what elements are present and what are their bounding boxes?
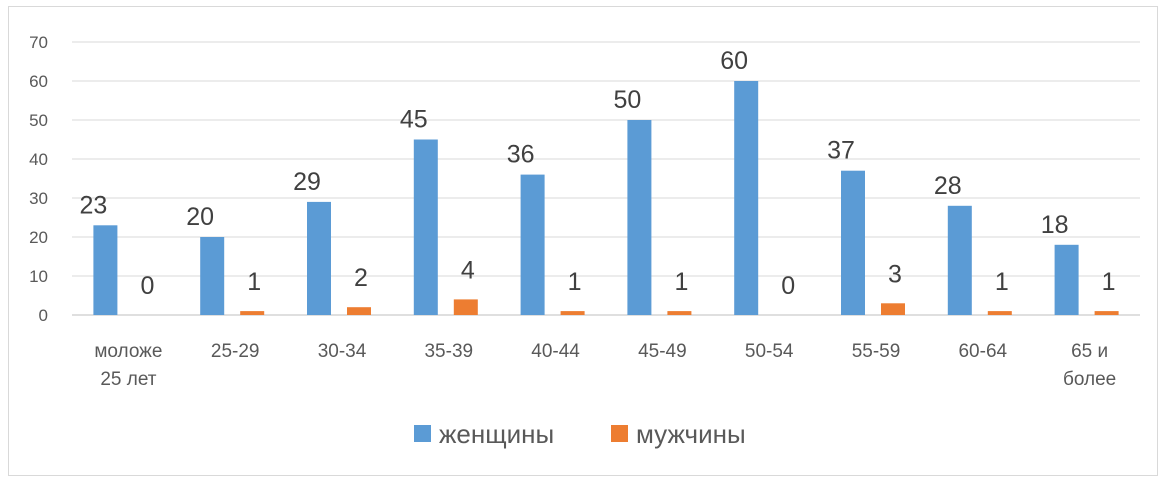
bar-women xyxy=(947,205,972,315)
x-category-label: 60-64 xyxy=(958,341,1007,362)
x-category-label: моложе 25 лет xyxy=(94,341,162,390)
data-labels: 23 20 29 45 36 50 60 37 28 18 0 1 2 4 1 1 0 3 1 1 xyxy=(79,47,1115,300)
y-axis-tick-labels: 0 10 20 30 40 50 60 70 xyxy=(29,33,48,325)
bar-women xyxy=(734,81,759,315)
data-label: 36 xyxy=(507,141,535,169)
y-tick-label: 10 xyxy=(29,267,48,286)
y-tick-label: 70 xyxy=(29,33,48,52)
bar-women xyxy=(93,225,118,315)
bar-men xyxy=(453,299,478,315)
data-label: 2 xyxy=(354,264,368,292)
data-label: 1 xyxy=(568,268,582,296)
bar-women xyxy=(307,201,331,315)
bar-men xyxy=(347,307,371,315)
x-category-label: 50-54 xyxy=(745,341,794,362)
bar-men xyxy=(987,311,1012,315)
x-category-label: 55-59 xyxy=(852,341,901,362)
gridlines xyxy=(72,41,1140,316)
bar-men xyxy=(667,311,692,315)
y-tick-label: 50 xyxy=(29,111,48,130)
x-axis-category-labels: моложе 25 лет 25-29 30-34 35-39 40-44 45-49 50-… xyxy=(94,341,1116,390)
data-label: 50 xyxy=(613,86,641,114)
data-label: 0 xyxy=(140,272,154,300)
data-label: 3 xyxy=(888,260,902,288)
data-label: 29 xyxy=(293,168,321,196)
legend: женщины мужчины xyxy=(414,419,746,449)
bar-women xyxy=(413,139,438,315)
data-label: 45 xyxy=(400,106,428,134)
legend-swatch xyxy=(611,425,628,442)
bar-men xyxy=(881,303,905,315)
legend-label: женщины xyxy=(439,419,554,449)
data-label: 1 xyxy=(674,268,688,296)
bar-men xyxy=(1094,311,1119,315)
data-label: 1 xyxy=(995,268,1009,296)
data-label: 20 xyxy=(186,203,214,231)
bar-men xyxy=(240,311,265,315)
x-category-label: 40-44 xyxy=(531,341,580,362)
legend-label: мужчины xyxy=(636,419,746,449)
bar-women xyxy=(520,174,545,315)
x-category-label: 30-34 xyxy=(318,341,367,362)
y-tick-label: 40 xyxy=(29,150,48,169)
x-category-label: 35-39 xyxy=(424,341,473,362)
x-category-label: 65 и более xyxy=(1063,341,1116,390)
data-label: 0 xyxy=(781,272,795,300)
bar-men xyxy=(560,311,585,315)
y-tick-label: 0 xyxy=(39,306,48,325)
data-label: 60 xyxy=(720,47,748,75)
y-tick-label: 30 xyxy=(29,189,48,208)
x-category-label: 45-49 xyxy=(638,341,687,362)
bars xyxy=(93,81,1119,315)
data-label: 4 xyxy=(461,256,475,284)
legend-swatch xyxy=(414,425,431,442)
y-tick-label: 20 xyxy=(29,228,48,247)
bar-women xyxy=(627,120,652,315)
x-category-label: 25-29 xyxy=(211,341,260,362)
data-label: 1 xyxy=(247,268,261,296)
data-label: 28 xyxy=(934,172,962,200)
data-label: 37 xyxy=(827,137,855,165)
data-label: 1 xyxy=(1102,268,1116,296)
bar-women xyxy=(841,170,865,315)
data-label: 18 xyxy=(1041,211,1069,239)
bar-women xyxy=(200,237,225,315)
data-label: 23 xyxy=(79,191,107,219)
y-tick-label: 60 xyxy=(29,72,48,91)
bar-women xyxy=(1054,244,1079,315)
